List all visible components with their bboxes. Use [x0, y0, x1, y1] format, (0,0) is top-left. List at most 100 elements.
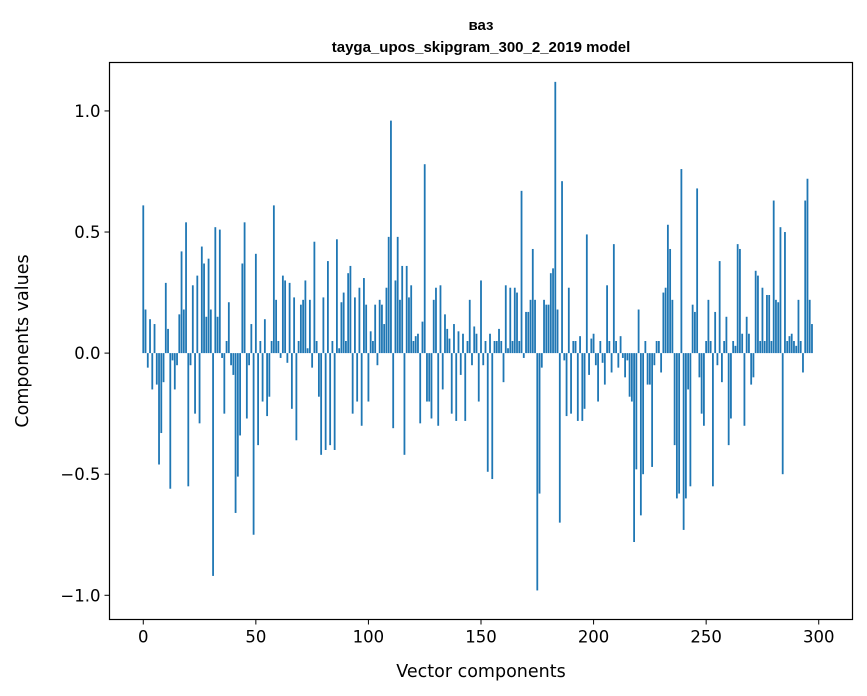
bar: [603, 353, 606, 385]
bar: [257, 353, 259, 446]
bar: [698, 353, 701, 378]
bar: [662, 292, 665, 354]
bar: [529, 299, 532, 354]
bar: [757, 275, 759, 354]
bar: [495, 341, 498, 354]
bar: [703, 353, 705, 426]
bar: [570, 353, 572, 414]
bar: [245, 353, 248, 419]
bar: [655, 341, 658, 354]
chart-subtitle: tayga_upos_skipgram_300_2_2019 model: [332, 39, 631, 56]
bar: [802, 353, 804, 373]
bar: [347, 273, 350, 354]
bar: [808, 299, 811, 354]
x-tick-label: 0: [138, 628, 149, 647]
bar: [793, 341, 795, 354]
bar: [691, 304, 694, 354]
bar: [410, 285, 413, 354]
bar: [473, 326, 476, 354]
bar: [761, 287, 764, 354]
bar: [279, 353, 282, 358]
bar: [556, 309, 559, 354]
bar: [216, 316, 219, 354]
bar: [383, 324, 386, 354]
bar: [527, 311, 530, 354]
bar: [585, 234, 588, 354]
bar: [721, 353, 723, 383]
bar: [376, 353, 379, 366]
bar: [146, 353, 149, 368]
bar: [648, 353, 651, 385]
bar: [173, 353, 176, 390]
x-tick-label: 100: [353, 628, 385, 647]
bar: [775, 299, 777, 354]
bar: [689, 353, 692, 487]
bar: [360, 353, 363, 426]
chart-title: ваз: [468, 17, 493, 34]
bar: [345, 341, 347, 354]
bar: [250, 324, 253, 354]
bar: [684, 353, 687, 499]
bar: [617, 353, 620, 368]
bar: [673, 353, 676, 446]
bar: [306, 348, 309, 354]
bar: [230, 353, 232, 366]
bar: [153, 324, 156, 354]
bar: [700, 353, 703, 414]
y-tick-label: 0.0: [74, 344, 100, 363]
bar: [277, 341, 280, 354]
bar: [630, 353, 633, 402]
bar: [270, 341, 273, 354]
bar: [712, 353, 714, 487]
bar: [493, 341, 496, 354]
bar: [444, 314, 446, 354]
bar: [558, 353, 561, 523]
bar: [437, 353, 440, 426]
bar: [358, 287, 361, 354]
bar: [687, 353, 690, 390]
bar: [475, 333, 478, 354]
bar: [176, 353, 178, 366]
bar: [351, 353, 354, 414]
bar: [412, 341, 415, 354]
bar: [160, 353, 163, 434]
bar: [378, 299, 381, 354]
bar: [516, 292, 518, 354]
bar: [426, 353, 428, 402]
bar: [390, 120, 392, 354]
bar: [799, 341, 802, 354]
bar: [754, 270, 757, 354]
bar: [191, 285, 194, 354]
bar: [468, 299, 471, 354]
bar: [522, 353, 525, 358]
bar: [727, 353, 730, 446]
bar: [509, 287, 512, 354]
bar: [295, 353, 298, 441]
bar: [624, 353, 626, 378]
bar: [299, 304, 302, 354]
bar: [581, 353, 584, 421]
bar: [356, 353, 359, 402]
bar: [214, 227, 217, 354]
bar: [484, 341, 487, 354]
bar: [234, 353, 237, 513]
bar: [439, 285, 442, 354]
bar: [531, 248, 534, 354]
bar: [563, 353, 566, 361]
bar: [254, 253, 257, 354]
bar: [324, 353, 327, 450]
bar: [284, 280, 287, 354]
bar: [498, 328, 500, 354]
bar: [349, 265, 352, 354]
bar: [408, 297, 410, 354]
bar: [592, 333, 595, 354]
bar: [340, 302, 343, 354]
bar: [534, 299, 536, 354]
x-tick-label: 300: [803, 628, 835, 647]
bar: [743, 353, 746, 426]
bar: [513, 287, 516, 354]
bar: [725, 316, 728, 354]
bar: [241, 263, 244, 354]
bar: [435, 287, 437, 354]
bar: [207, 258, 210, 354]
